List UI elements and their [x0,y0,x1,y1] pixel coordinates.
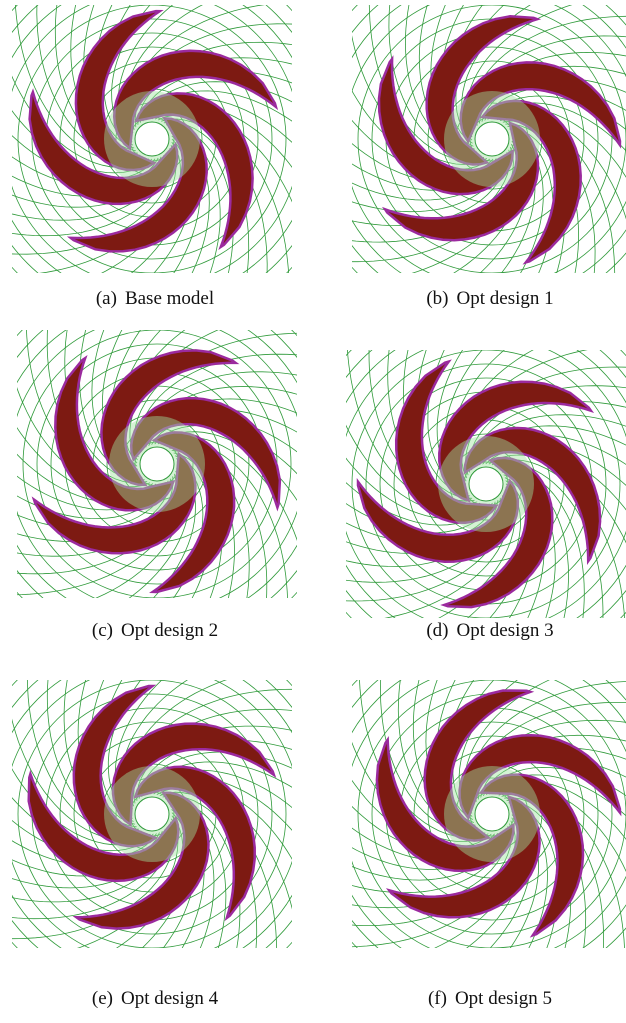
hub [469,467,503,501]
hub [475,122,509,156]
caption-label: (f) [428,988,447,1009]
caption: (a) Base model [96,288,214,309]
caption: (c) Opt design 2 [92,620,218,641]
hub [135,122,169,156]
hub [135,797,169,831]
impeller-image [274,0,626,357]
caption-label: (a) [96,288,117,309]
impeller-image [0,596,370,1023]
caption: (f) Opt design 5 [428,988,552,1009]
caption-text: Opt design 5 [455,988,552,1009]
caption-text: Base model [125,288,214,309]
caption-label: (e) [92,988,113,1009]
caption-text: Opt design 4 [121,988,219,1009]
caption: (d) Opt design 3 [426,620,553,641]
impeller-image [0,246,375,682]
hub [140,447,174,481]
caption-text: Opt design 2 [121,620,218,641]
caption-label: (c) [92,620,113,641]
caption-text: Opt design 3 [457,620,554,641]
caption-label: (d) [426,620,448,641]
hub [475,797,509,831]
impeller-image [274,596,626,1023]
caption-text: Opt design 1 [457,288,554,309]
caption: (b) Opt design 1 [426,288,553,309]
caption: (e) Opt design 4 [92,988,219,1009]
figure-canvas: (a) Base model (b) Opt design 1 (c) Opt desig… [0,0,626,1023]
caption-label: (b) [426,288,448,309]
figure: (a) Base model (b) Opt design 1 (c) Opt desig… [0,0,626,1023]
